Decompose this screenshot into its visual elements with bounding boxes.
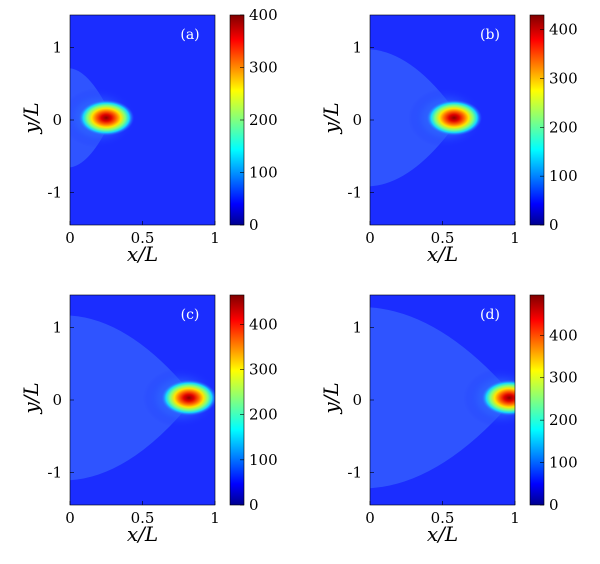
wake-plume xyxy=(370,307,515,489)
colorbar-tick-label: 0 xyxy=(549,216,559,234)
colorbar-tick-label: 0 xyxy=(249,216,259,234)
x-tick-label: 0.5 xyxy=(131,509,155,527)
heatmap-field xyxy=(370,15,515,225)
hotspot-peak xyxy=(481,379,515,416)
colorbar: 0 100 200 300 400 xyxy=(229,6,278,234)
x-tick-label: 0 xyxy=(65,229,75,247)
x-tick-label: 1 xyxy=(210,229,220,247)
colorbar-tick-label: 200 xyxy=(549,411,578,429)
colorbar-tick-label: 300 xyxy=(549,69,578,87)
y-tick-label: 0 xyxy=(52,111,62,129)
colorbar-tick-label: 100 xyxy=(549,454,578,472)
y-axis-label: y/L xyxy=(19,102,43,134)
hotspot-peak xyxy=(426,99,483,136)
y-axis-label: y/L xyxy=(19,382,43,414)
colorbar-tick-label: 0 xyxy=(549,496,559,514)
y-tick-label: -1 xyxy=(347,463,362,481)
y-tick-label: -1 xyxy=(347,183,362,201)
colorbar-tick-label: 0 xyxy=(249,496,259,514)
x-axis-label: x/L xyxy=(127,522,158,546)
x-tick-label: 0 xyxy=(365,229,375,247)
x-tick-label: 0.5 xyxy=(131,229,155,247)
panel-label: (a) xyxy=(180,27,199,43)
panel-label: (c) xyxy=(181,307,200,323)
x-axis-label: x/L xyxy=(127,242,158,266)
panel-b: (b) 0 0.5 1 1 0 -1 x/L y/L 0 100 200 300 400 xyxy=(319,14,578,266)
x-tick-label: 1 xyxy=(210,509,220,527)
hotspot-peak xyxy=(160,379,215,416)
y-tick-label: 0 xyxy=(352,111,362,129)
y-axis-label: y/L xyxy=(319,102,343,134)
x-tick-label: 1 xyxy=(510,509,520,527)
colorbar-tick-label: 400 xyxy=(549,326,578,344)
y-tick-label: 1 xyxy=(52,319,62,337)
colorbar: 0 100 200 300 400 xyxy=(229,294,278,514)
colorbar-tick-label: 200 xyxy=(249,111,278,129)
panel-c: (c) 0 0.5 1 1 0 -1 x/L y/L 0 100 200 300 400 xyxy=(19,294,278,546)
x-tick-label: 0.5 xyxy=(431,229,455,247)
hotspot-peak xyxy=(78,99,135,136)
colorbar-tick-label: 400 xyxy=(249,315,278,333)
colorbar-tick-label: 300 xyxy=(249,361,278,379)
colorbar-tick-label: 400 xyxy=(249,6,278,24)
y-axis-label: y/L xyxy=(319,382,343,414)
panel-label: (d) xyxy=(480,307,500,323)
y-tick-label: -1 xyxy=(47,183,62,201)
x-axis-label: x/L xyxy=(427,522,458,546)
colorbar-tick-label: 100 xyxy=(549,167,578,185)
y-tick-label: 1 xyxy=(52,39,62,57)
y-tick-label: 1 xyxy=(352,319,362,337)
colorbar-tick-label: 100 xyxy=(249,164,278,182)
colorbar-gradient xyxy=(229,294,245,506)
heatmap-field xyxy=(70,15,215,225)
panel-d: (d) 0 0.5 1 1 0 -1 x/L y/L 0 100 200 300 400 xyxy=(319,294,578,546)
y-tick-label: 0 xyxy=(52,391,62,409)
colorbar-gradient xyxy=(529,14,545,226)
colorbar-gradient xyxy=(529,294,545,506)
panel-a: (a) 0 0.5 1 1 0 -1 x/L y/L 0 100 200 300 400 xyxy=(19,6,278,266)
y-tick-label: 1 xyxy=(352,39,362,57)
colorbar-tick-label: 200 xyxy=(549,118,578,136)
y-tick-label: 0 xyxy=(352,391,362,409)
x-tick-label: 0 xyxy=(365,509,375,527)
wake-plume xyxy=(70,315,195,481)
x-tick-label: 1 xyxy=(510,229,520,247)
colorbar-tick-label: 400 xyxy=(549,21,578,39)
panel-label: (b) xyxy=(480,27,500,43)
colorbar-tick-label: 300 xyxy=(549,369,578,387)
colorbar: 0 100 200 300 400 xyxy=(529,294,578,514)
heatmap-field xyxy=(370,295,515,505)
colorbar-tick-label: 100 xyxy=(249,451,278,469)
x-tick-label: 0 xyxy=(65,509,75,527)
x-tick-label: 0.5 xyxy=(431,509,455,527)
colorbar: 0 100 200 300 400 xyxy=(529,14,578,234)
colorbar-tick-label: 300 xyxy=(249,59,278,77)
colorbar-tick-label: 200 xyxy=(249,406,278,424)
x-axis-label: x/L xyxy=(427,242,458,266)
y-tick-label: -1 xyxy=(47,463,62,481)
heatmap-field xyxy=(70,295,215,505)
